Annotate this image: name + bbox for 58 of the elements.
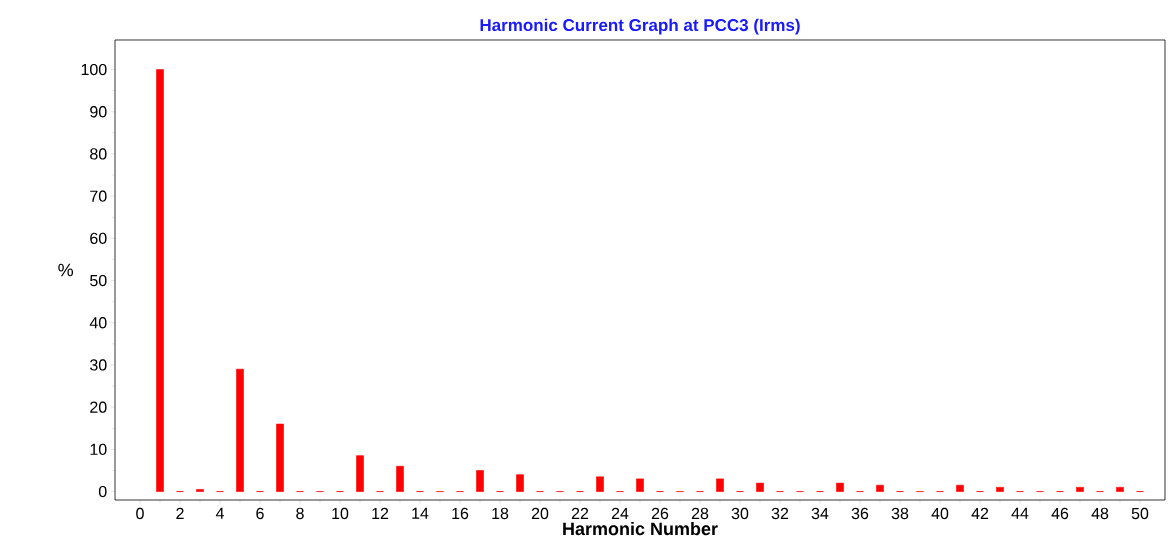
bar xyxy=(356,455,364,492)
x-tick-label: 40 xyxy=(931,507,949,520)
x-tick-label: 0 xyxy=(136,507,144,520)
x-tick-label: 38 xyxy=(891,507,909,520)
x-tick-label: 30 xyxy=(731,507,749,520)
y-tick-label: 90 xyxy=(90,106,107,118)
x-tick-label: 14 xyxy=(412,507,429,519)
y-tick-label: 0 xyxy=(98,485,107,498)
y-tick-label: 40 xyxy=(89,317,107,329)
x-tick-label: 44 xyxy=(1011,507,1029,519)
y-tick-label: 20 xyxy=(90,401,107,413)
bar xyxy=(396,465,404,492)
bar xyxy=(196,489,204,492)
x-tick-label: 10 xyxy=(332,507,349,520)
y-tick-label: 80 xyxy=(90,148,107,160)
bar xyxy=(876,484,884,492)
bar xyxy=(276,423,284,492)
bar xyxy=(756,482,764,492)
x-tick-label: 16 xyxy=(452,507,469,520)
bar xyxy=(236,368,244,492)
bar xyxy=(836,482,844,492)
x-tick-label: 20 xyxy=(531,507,549,520)
y-tick-label: 60 xyxy=(90,232,107,245)
y-tick-label: 70 xyxy=(90,190,107,202)
bar xyxy=(1076,487,1084,492)
bar xyxy=(156,69,164,492)
bar xyxy=(476,470,484,492)
bar xyxy=(516,474,524,492)
bar xyxy=(956,484,964,492)
x-tick-label: 8 xyxy=(296,507,304,520)
x-tick-label: 26 xyxy=(651,507,669,520)
y-tick-label: 100 xyxy=(81,63,107,76)
y-tick-label: 10 xyxy=(90,443,107,456)
x-tick-label: 6 xyxy=(256,507,264,520)
x-axis-title: Harmonic Number xyxy=(563,521,718,536)
x-tick-label: 50 xyxy=(1131,507,1149,520)
x-tick-label: 4 xyxy=(215,507,224,519)
y-axis-title: % xyxy=(58,263,74,277)
x-tick-label: 36 xyxy=(851,507,869,520)
y-tick-label: 50 xyxy=(90,274,107,287)
x-tick-label: 2 xyxy=(176,507,184,519)
y-tick-label: 30 xyxy=(90,359,107,371)
x-tick-label: 34 xyxy=(811,507,829,520)
x-tick-label: 32 xyxy=(771,507,789,520)
bar xyxy=(716,478,724,492)
x-tick-label: 22 xyxy=(571,507,589,519)
bar xyxy=(636,478,644,492)
x-tick-label: 42 xyxy=(971,507,989,519)
bar xyxy=(1116,487,1124,492)
x-tick-label: 28 xyxy=(691,507,709,520)
bar xyxy=(596,476,604,492)
x-tick-label: 24 xyxy=(611,507,629,519)
x-tick-label: 48 xyxy=(1091,507,1109,520)
x-tick-label: 12 xyxy=(372,507,389,519)
x-tick-label: 18 xyxy=(492,507,509,520)
x-tick-label: 46 xyxy=(1051,507,1069,520)
chart-title: Harmonic Current Graph at PCC3 (Irms) xyxy=(480,18,800,35)
bar xyxy=(996,487,1004,492)
